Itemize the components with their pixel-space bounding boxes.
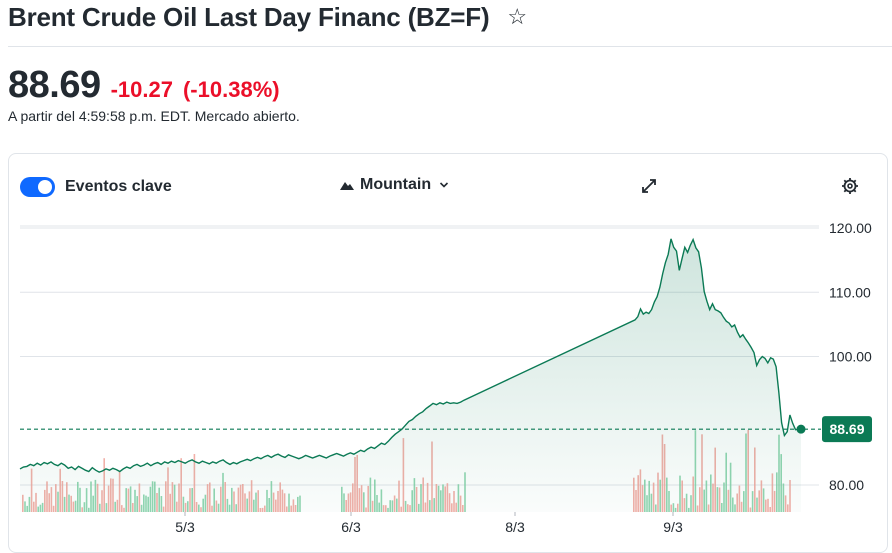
market-time-note: A partir del 4:59:58 p.m. EDT. Mercado a… <box>8 108 300 124</box>
x-tick-label: 8/3 <box>505 519 525 535</box>
expand-icon[interactable] <box>641 178 657 194</box>
x-tick-label: 6/3 <box>341 519 361 535</box>
toggle-knob <box>38 180 52 194</box>
events-label: Eventos clave <box>65 178 172 195</box>
current-value-dot <box>796 424 806 434</box>
price-change-percent: (-10.38%) <box>182 77 280 102</box>
y-tick-label: 80.00 <box>829 477 864 493</box>
x-tick-label: 9/3 <box>663 519 683 535</box>
events-toggle[interactable] <box>20 177 55 197</box>
quote-price-row: 88.69 -10.27 (-10.38%) <box>8 64 280 107</box>
current-value-badge <box>822 416 872 443</box>
current-value-label: 88.69 <box>829 421 864 437</box>
chevron-down-icon <box>440 182 449 188</box>
price-change: -10.27 <box>110 77 173 102</box>
page-title: Brent Crude Oil Last Day Financ (BZ=F) <box>8 1 490 32</box>
chart-card: 120.00 110.00 100.00 80.00 88.69 5/3 6/3 8/3 9/3… <box>8 153 888 553</box>
price-line <box>19 237 802 473</box>
price-chart[interactable]: 120.00 110.00 100.00 80.00 88.69 5/3 6/3 8/3 9/3 <box>9 154 889 542</box>
mountain-icon <box>340 182 354 190</box>
x-tick-label: 5/3 <box>175 519 195 535</box>
chart-type-label: Mountain <box>360 176 432 193</box>
y-tick-label: 120.00 <box>829 220 872 236</box>
chart-toolbar: Eventos clave Mountain <box>9 154 887 220</box>
current-price: 88.69 <box>8 64 101 106</box>
price-area <box>20 238 801 512</box>
title-row: Brent Crude Oil Last Day Financ (BZ=F) ☆ <box>8 0 527 34</box>
star-icon[interactable]: ☆ <box>507 4 528 29</box>
gear-icon[interactable] <box>841 177 859 195</box>
title-divider <box>8 46 892 47</box>
y-tick-label: 100.00 <box>829 349 872 365</box>
chart-type-selector[interactable]: Mountain <box>340 176 449 194</box>
y-tick-label: 110.00 <box>829 284 871 300</box>
